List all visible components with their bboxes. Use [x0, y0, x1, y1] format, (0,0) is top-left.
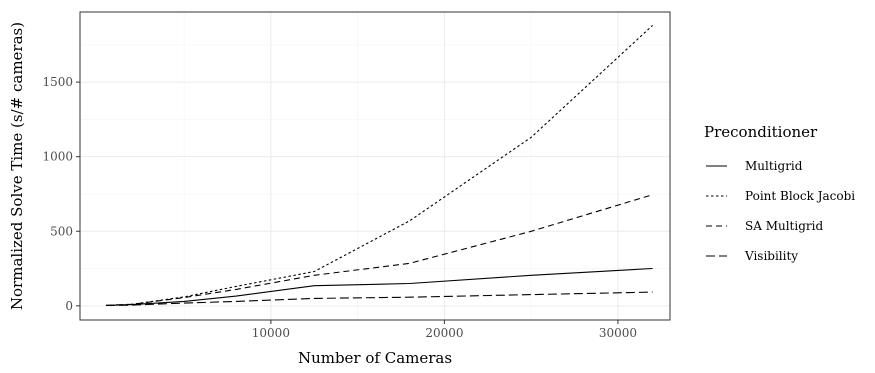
legend-title: Preconditioner	[704, 123, 818, 141]
series-line-sa-multigrid	[106, 195, 653, 306]
x-tick-label: 10000	[252, 326, 290, 340]
x-tick-label: 30000	[599, 326, 637, 340]
y-tick-label: 1500	[42, 75, 73, 89]
plot-panel	[80, 12, 670, 320]
axes: 10000 20000 30000 0 500 1000 1500	[42, 75, 637, 340]
legend-label: Multigrid	[745, 159, 803, 173]
y-tick-label: 1000	[42, 150, 73, 164]
x-axis-title: Number of Cameras	[298, 349, 452, 367]
y-tick-label: 500	[50, 224, 73, 238]
series-line-point-block-jacobi	[106, 25, 653, 305]
series-layer	[106, 25, 653, 305]
series-line-visibility	[106, 292, 653, 305]
legend: Preconditioner Multigrid Point Block Jaco…	[704, 123, 855, 263]
legend-label: Visibility	[744, 249, 798, 263]
legend-label: Point Block Jacobi	[745, 189, 855, 203]
series-line-multigrid	[106, 269, 653, 306]
x-tick-label: 20000	[425, 326, 463, 340]
grid	[80, 12, 670, 320]
y-tick-label: 0	[65, 299, 73, 313]
legend-label: SA Multigrid	[745, 219, 823, 233]
y-axis-title: Normalized Solve Time (s/# cameras)	[8, 22, 26, 310]
